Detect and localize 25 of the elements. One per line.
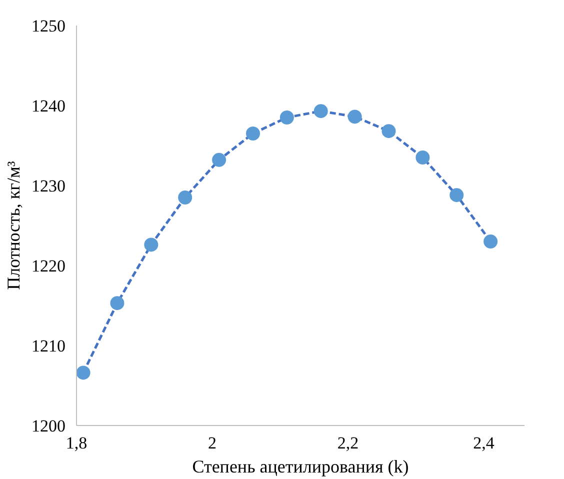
point bbox=[348, 110, 362, 124]
point bbox=[212, 152, 226, 167]
point bbox=[280, 110, 294, 124]
x-tick-label: 1,8 bbox=[66, 434, 88, 452]
y-tick-label: 1200 bbox=[32, 416, 66, 436]
point bbox=[144, 238, 158, 252]
point bbox=[484, 234, 498, 248]
point bbox=[382, 124, 396, 138]
point bbox=[178, 190, 192, 204]
x-tick-label: 2,4 bbox=[473, 434, 495, 452]
point bbox=[450, 188, 464, 202]
point bbox=[314, 104, 328, 118]
point bbox=[246, 126, 260, 140]
x-tick-label: 2,2 bbox=[337, 434, 359, 452]
y-tick-label: 1250 bbox=[32, 16, 66, 36]
point bbox=[110, 296, 124, 310]
y-tick-label: 1220 bbox=[32, 256, 66, 276]
point bbox=[76, 366, 90, 380]
point bbox=[416, 150, 430, 164]
y-tick-label: 1230 bbox=[32, 176, 66, 196]
x-axis-title: Степень ацетилирования (k) bbox=[192, 456, 409, 476]
y-tick-label: 1240 bbox=[32, 96, 66, 116]
y-tick-label: 1210 bbox=[32, 336, 66, 356]
x-tick-label: 2 bbox=[208, 434, 217, 452]
y-axis-title: Плотность, кг/м³ bbox=[4, 160, 24, 290]
